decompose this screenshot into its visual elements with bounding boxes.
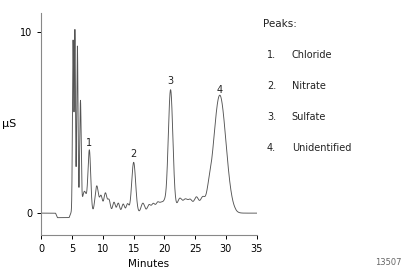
Text: Sulfate: Sulfate [291,112,325,122]
Text: 1: 1 [86,138,92,148]
Text: 4.: 4. [266,143,275,153]
Text: 2.: 2. [266,81,275,91]
X-axis label: Minutes: Minutes [128,259,169,269]
Text: Unidentified: Unidentified [291,143,350,153]
Text: Chloride: Chloride [291,50,332,60]
Text: Nitrate: Nitrate [291,81,325,91]
Text: 1.: 1. [266,50,275,60]
Text: 3.: 3. [266,112,275,122]
Text: 4: 4 [216,85,222,95]
Y-axis label: μS: μS [2,119,16,129]
Text: 2: 2 [130,149,136,159]
Text: 13507: 13507 [374,258,401,267]
Text: Peaks:: Peaks: [262,19,296,29]
Text: 3: 3 [167,76,173,86]
